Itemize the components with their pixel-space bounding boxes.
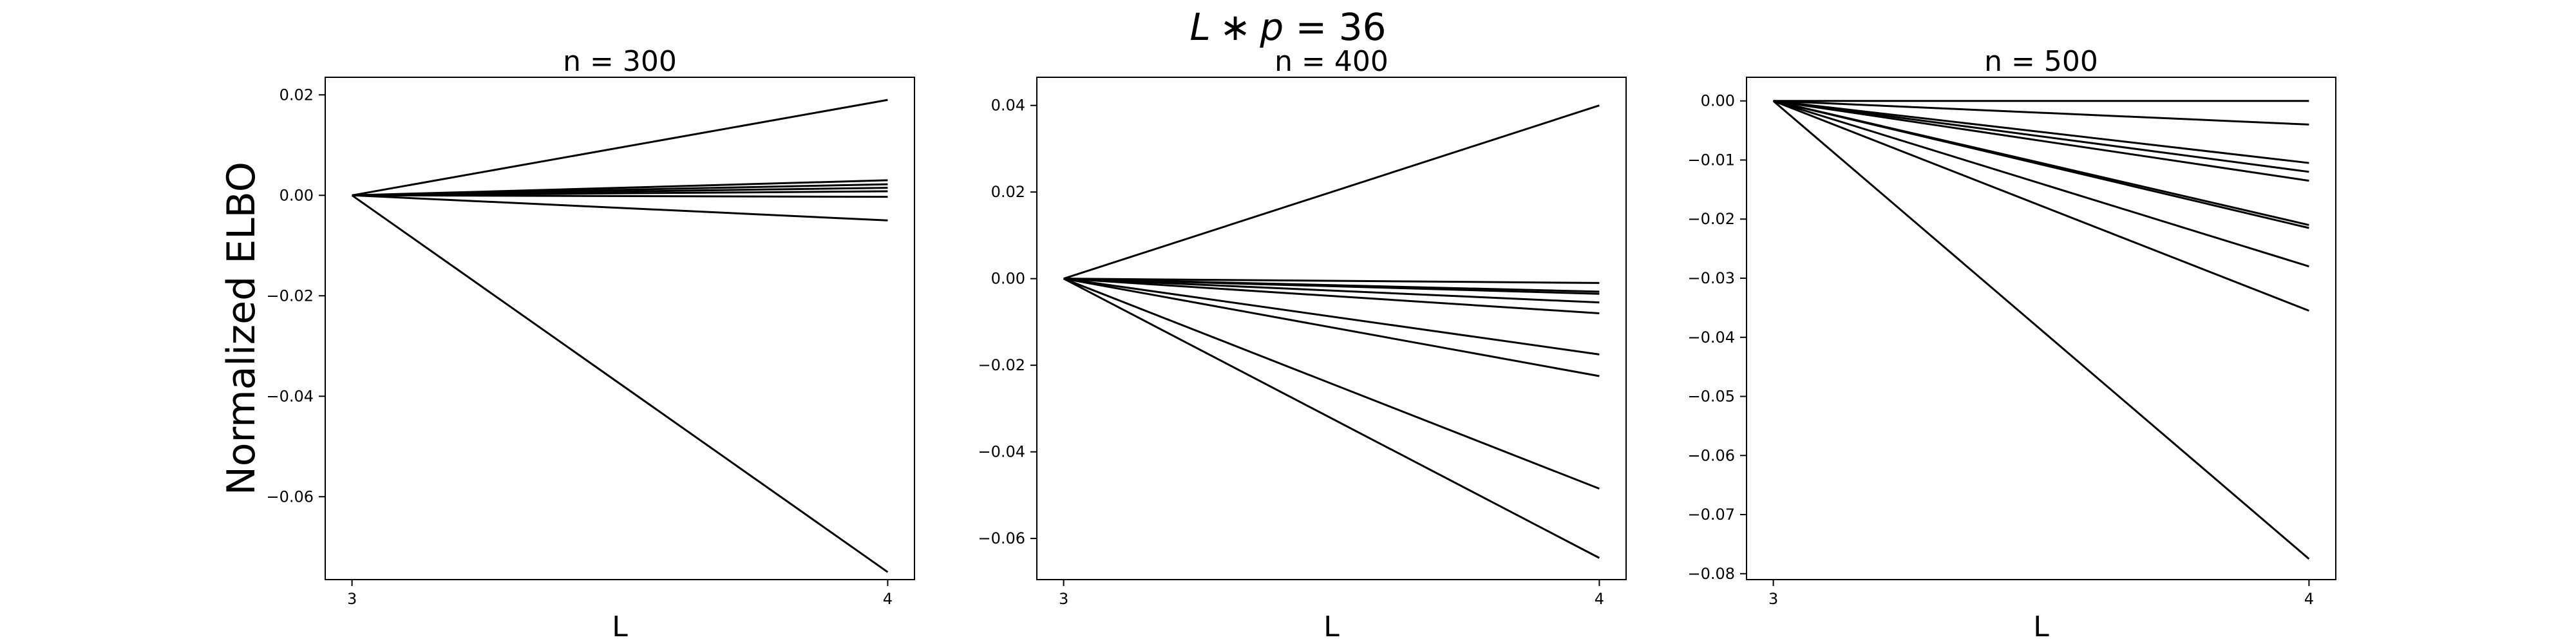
series-line-7 — [1063, 278, 1600, 355]
series-line-5 — [1063, 278, 1600, 304]
y-tick-label: −0.07 — [1687, 506, 1735, 524]
suptitle-operator: ∗ — [1220, 5, 1251, 49]
axes-frame — [1746, 77, 2336, 580]
y-tick-label: 0.02 — [991, 183, 1025, 201]
series-line-8 — [351, 194, 889, 573]
series-line-6 — [1063, 278, 1600, 314]
series-line-2 — [1773, 100, 2309, 126]
axes-frame — [1036, 77, 1627, 580]
y-tick-label: 0.00 — [279, 186, 314, 204]
y-tick-label: 0.02 — [279, 86, 314, 104]
suptitle-rest: = 36 — [1283, 5, 1386, 49]
suptitle-p: p — [1259, 5, 1283, 49]
y-tick-label: −0.06 — [978, 529, 1025, 547]
y-tick-label: −0.08 — [1687, 565, 1735, 583]
x-axis-label: L — [1323, 611, 1340, 643]
x-tick-label: 4 — [2304, 590, 2314, 608]
x-axis-label: L — [2033, 611, 2049, 643]
x-tick-label: 4 — [883, 590, 893, 608]
series-line-7 — [352, 194, 888, 222]
subplot-title: n = 500 — [1984, 45, 2098, 78]
y-tick-label: −0.03 — [1687, 269, 1735, 287]
x-tick-label: 3 — [1768, 590, 1778, 608]
y-tick-label: −0.01 — [1687, 151, 1735, 169]
y-axis-label: Normalized ELBO — [219, 162, 264, 495]
y-tick-label: 0.00 — [991, 270, 1025, 288]
series-line-4 — [1063, 278, 1600, 295]
subplot-title: n = 300 — [563, 45, 677, 78]
x-tick-label: 4 — [1595, 590, 1604, 608]
y-tick-label: −0.04 — [1687, 328, 1735, 346]
subplot-n400: 3 4 0.04 0.02 0.00 −0.02 −0.04 −0.06 n = 400 L — [978, 45, 1627, 643]
series-line-7 — [1773, 100, 2309, 229]
series-line-2 — [1063, 278, 1600, 284]
axes-frame — [325, 77, 915, 580]
y-tick-label: −0.04 — [266, 387, 314, 405]
series-line-9 — [1063, 278, 1600, 490]
subplot-n500: 3 4 0.00 −0.01 −0.02 −0.03 −0.04 −0.05 −0.06 −0.0… — [1687, 45, 2336, 643]
series-line-8 — [1773, 100, 2309, 268]
y-tick-label: −0.02 — [266, 287, 314, 305]
series-line-6 — [352, 194, 888, 198]
series-line-5 — [1773, 100, 2309, 182]
series-line-8 — [1063, 278, 1600, 377]
series-line-3 — [1773, 100, 2309, 164]
series-line-1 — [1063, 104, 1600, 280]
y-tick-label: −0.02 — [978, 356, 1025, 374]
subplot-n300: 3 4 0.02 0.00 −0.02 −0.04 −0.06 n = 300 L Normali… — [219, 45, 915, 643]
series-line-9 — [1773, 100, 2309, 312]
series-line-10 — [1772, 100, 2310, 560]
suptitle-L: L — [1189, 5, 1210, 49]
x-tick-label: 3 — [347, 590, 357, 608]
y-tick-label: 0.04 — [991, 97, 1025, 115]
y-tick-label: −0.05 — [1687, 388, 1735, 406]
series-line-10 — [1063, 278, 1600, 559]
subplot-title: n = 400 — [1274, 45, 1388, 78]
figure-suptitle: L ∗ p = 36 — [1189, 5, 1386, 49]
y-tick-label: −0.06 — [1687, 446, 1735, 464]
x-tick-label: 3 — [1059, 590, 1068, 608]
series-line-4 — [1773, 100, 2309, 173]
x-axis-label: L — [612, 611, 628, 643]
series-line-1 — [352, 99, 888, 196]
y-tick-label: −0.04 — [978, 443, 1025, 461]
y-tick-label: −0.02 — [1687, 210, 1735, 228]
y-tick-label: 0.00 — [1701, 92, 1735, 110]
y-tick-label: −0.06 — [266, 488, 314, 506]
